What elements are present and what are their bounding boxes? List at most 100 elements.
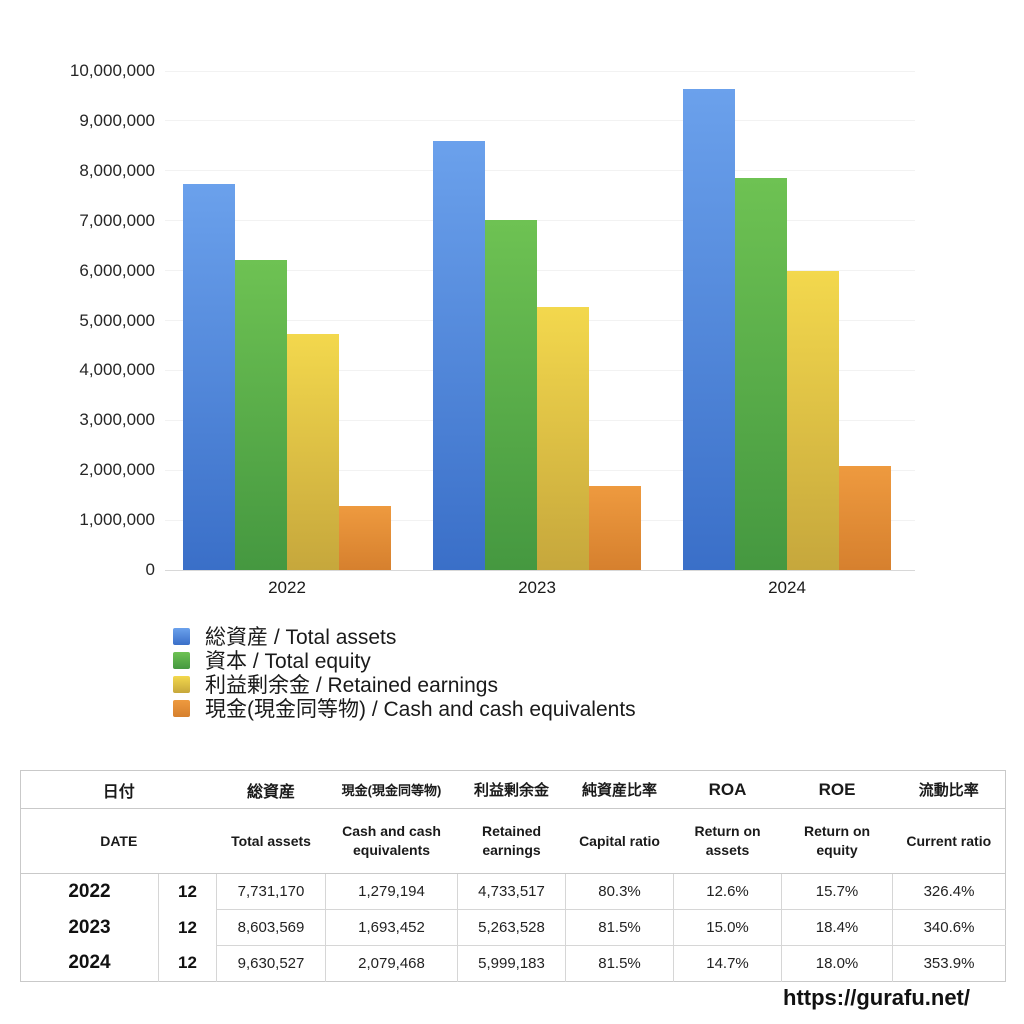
cell-value: 7,731,170 <box>216 873 326 910</box>
bar-retained-earnings-2022 <box>287 333 339 570</box>
cell-value: 81.5% <box>565 945 674 982</box>
legend-item-cash: 現金(現金同等物) / Cash and cash equivalents <box>173 696 636 721</box>
column-header: Return on assets <box>673 808 782 874</box>
legend-label: 資本 / Total equity <box>205 650 371 673</box>
bar-total-assets-2024 <box>683 89 735 570</box>
table-row-2022: 2022 12 7,731,170 1,279,194 4,733,517 80.3% 12… <box>21 873 1006 910</box>
x-axis-line <box>165 569 915 571</box>
column-header: 純資産比率 <box>565 770 674 809</box>
bar-cash-2024 <box>839 466 891 570</box>
cell-value: 81.5% <box>565 909 674 946</box>
plot-area <box>165 70 915 571</box>
legend-swatch-retained-earnings <box>173 675 190 693</box>
cell-year: 2023 <box>68 916 111 938</box>
column-header: Retained earnings <box>457 808 566 874</box>
column-header: ROE <box>781 770 893 809</box>
y-tick-label: 4,000,000 <box>79 360 155 380</box>
legend-swatch-cash <box>173 699 190 717</box>
cell-value: 1,693,452 <box>325 909 458 946</box>
legend-item-retained-earnings: 利益剰余金 / Retained earnings <box>173 672 636 697</box>
legend-label: 利益剰余金 / Retained earnings <box>205 674 498 697</box>
x-tick-label: 2023 <box>518 578 556 597</box>
bar-total-equity-2024 <box>735 178 787 570</box>
bar-retained-earnings-2024 <box>787 270 839 570</box>
column-header: ROA <box>673 770 782 809</box>
column-header: 流動比率 <box>892 770 1006 809</box>
column-header: 総資産 <box>216 770 326 809</box>
bar-total-equity-2023 <box>485 220 537 570</box>
cell-value: 18.4% <box>781 909 893 946</box>
column-header: 利益剰余金 <box>457 770 566 809</box>
site-url-watermark: https://gurafu.net/ <box>783 985 970 1010</box>
y-tick-label: 7,000,000 <box>79 210 155 230</box>
y-tick-label: 1,000,000 <box>79 510 155 530</box>
cell-value: 340.6% <box>892 909 1006 946</box>
y-tick-label: 9,000,000 <box>79 110 155 130</box>
financial-table: 日付 総資産 現金(現金同等物) 利益剰余金 純資産比率 ROA ROE 流動比率 DATE T… <box>20 770 1007 982</box>
cell-value: 8,603,569 <box>216 909 326 946</box>
cell-value: 18.0% <box>781 945 893 982</box>
cell-month: 12 <box>157 909 217 946</box>
cell-value: 4,733,517 <box>457 873 566 910</box>
x-tick-label: 2022 <box>268 578 306 597</box>
cell-value: 80.3% <box>565 873 674 910</box>
gridline <box>165 70 915 72</box>
cell-value: 2,079,468 <box>325 945 458 982</box>
table-row-2023: 2023 12 8,603,569 1,693,452 5,263,528 81.5% 15… <box>21 909 1006 946</box>
bar-total-equity-2022 <box>235 260 287 570</box>
legend-swatch-total-assets <box>173 627 190 645</box>
y-tick-label: 2,000,000 <box>79 460 155 480</box>
table-header: 日付 総資産 現金(現金同等物) 利益剰余金 純資産比率 ROA ROE 流動比率 DATE T… <box>20 770 1006 874</box>
cell-value: 15.7% <box>781 873 893 910</box>
y-tick-label: 10,000,000 <box>69 61 155 80</box>
cell-value: 9,630,527 <box>216 945 326 982</box>
cell-value: 5,263,528 <box>457 909 566 946</box>
y-tick-label: 0 <box>145 560 155 579</box>
gridline <box>165 270 915 272</box>
column-header: 現金(現金同等物) <box>325 770 458 809</box>
cell-value: 326.4% <box>892 873 1006 910</box>
y-tick-label: 6,000,000 <box>79 260 155 280</box>
column-header: DATE <box>20 808 217 874</box>
column-header: Current ratio <box>892 808 1006 874</box>
legend-label: 現金(現金同等物) / Cash and cash equivalents <box>205 698 636 721</box>
cell-value: 12.6% <box>673 873 782 910</box>
column-header: 日付 <box>20 770 217 809</box>
legend-label: 総資産 / Total assets <box>205 626 397 649</box>
bar-cash-2023 <box>589 485 641 570</box>
bar-retained-earnings-2023 <box>537 307 589 570</box>
cell-value: 1,279,194 <box>325 873 458 910</box>
cell-year: 2022 <box>68 880 111 902</box>
column-header: Capital ratio <box>565 808 674 874</box>
y-tick-label: 5,000,000 <box>79 310 155 330</box>
legend-item-total-assets: 総資産 / Total assets <box>173 624 636 649</box>
chart-legend: 総資産 / Total assets 資本 / Total equity 利益剰余金… <box>173 624 636 721</box>
column-header: Return on equity <box>781 808 893 874</box>
cell-value: 14.7% <box>673 945 782 982</box>
table-body: 2022 12 7,731,170 1,279,194 4,733,517 80.3% 12… <box>21 873 1006 982</box>
bar-chart: 10,000,000 9,000,000 8,000,000 7,000,000 6,0… <box>69 61 915 721</box>
cell-value: 353.9% <box>892 945 1006 982</box>
gridline <box>165 120 915 122</box>
cell-value: 5,999,183 <box>457 945 566 982</box>
cell-year: 2024 <box>68 952 111 974</box>
legend-item-total-equity: 資本 / Total equity <box>173 648 636 673</box>
y-tick-label: 3,000,000 <box>79 410 155 430</box>
x-tick-label: 2024 <box>768 578 806 597</box>
gridline <box>165 170 915 172</box>
table-header-row-jp: 日付 総資産 現金(現金同等物) 利益剰余金 純資産比率 ROA ROE 流動比率 <box>20 770 1006 809</box>
column-header: Total assets <box>216 808 326 874</box>
cell-month: 12 <box>157 945 217 982</box>
y-tick-label: 8,000,000 <box>79 160 155 180</box>
bar-total-assets-2023 <box>433 140 485 570</box>
bar-total-assets-2022 <box>183 184 235 570</box>
table-header-row-en: DATE Total assets Cash and cash equivalent… <box>20 808 1006 874</box>
legend-swatch-total-equity <box>173 651 190 669</box>
column-header: Cash and cash equivalents <box>325 808 458 874</box>
table-row-2024: 2024 12 9,630,527 2,079,468 5,999,183 81.5% 14… <box>21 945 1006 982</box>
cell-value: 15.0% <box>673 909 782 946</box>
gridline <box>165 220 915 222</box>
cell-month: 12 <box>157 873 217 910</box>
bar-cash-2022 <box>339 506 391 570</box>
